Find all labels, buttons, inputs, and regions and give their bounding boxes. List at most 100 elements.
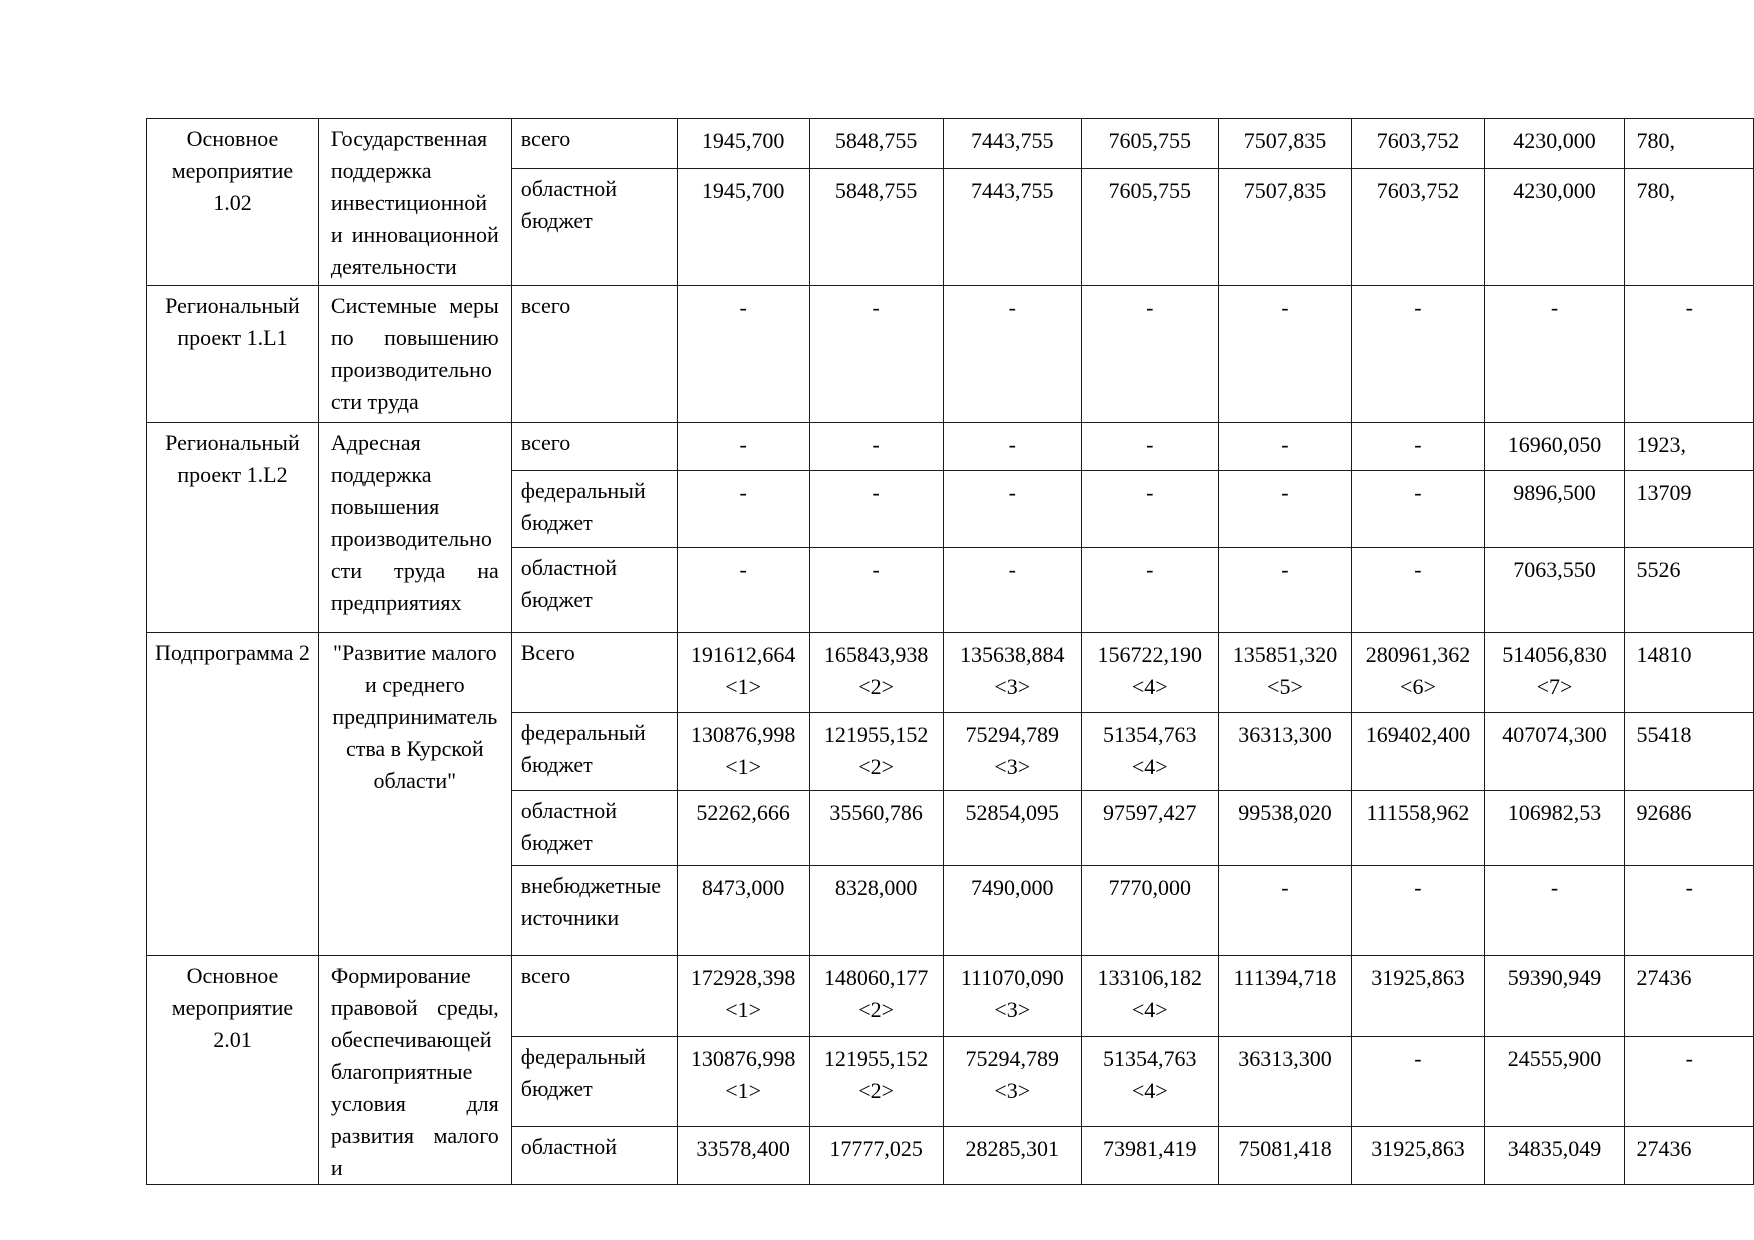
budget-value: 73981,419 [1080,1126,1219,1185]
table-row: Основное мероприятие 1.02 Государственная… [146,118,1754,286]
section-description: Государственная поддержка инвестиционной… [317,118,512,286]
budget-value: 135851,320 <5> [1217,632,1353,713]
table-row: федеральный бюджет - - - - - -9896,500 13709 [147,470,1754,548]
budget-value: - [676,470,810,548]
budget-value: - [1217,547,1353,633]
budget-value: 1923, [1624,422,1754,471]
budget-table: Основное мероприятие 1.02 Государственная… [146,118,1754,1185]
budget-value: 13709 [1624,470,1754,548]
budget-value: 7605,755 [1080,118,1219,169]
budget-value: 99538,020 [1217,790,1353,866]
budget-value: - [1080,422,1219,471]
table-row: Основное мероприятие 2.01 Формирование пр… [146,955,1754,1185]
budget-value: 7443,755 [942,168,1082,286]
budget-source: федеральный бюджет [510,470,678,548]
budget-table-body: Основное мероприятие 1.02 Государственная… [146,118,1754,1185]
budget-value: 1945,700 [676,168,810,286]
budget-value: 17777,025 [808,1126,944,1185]
budget-value: 7603,752 [1351,118,1485,169]
section-description: Адресная поддержка повышения производите… [317,422,512,633]
budget-value: - [1351,285,1485,423]
budget-value: 111558,962 [1351,790,1485,866]
budget-value: 165843,938 <2> [808,632,944,713]
budget-value: - [1217,422,1353,471]
budget-value: 27436 [1624,1126,1754,1185]
budget-value: 55418 [1624,712,1754,791]
budget-value: - [942,470,1082,548]
budget-value: - [942,422,1082,471]
budget-source: областной бюджет [510,168,678,286]
section-name: Основное мероприятие 2.01 [146,955,319,1185]
budget-value: 130876,998 <1> [676,712,810,791]
budget-value: 156722,190 <4> [1080,632,1219,713]
section-name: Региональный проект 1.L1 [146,285,319,423]
budget-value: 4230,000 [1483,118,1626,169]
section-description: Системные меры по повышению производител… [317,285,512,423]
budget-value: 59390,949 [1483,955,1626,1037]
budget-value: 75294,789 <3> [942,1035,1082,1128]
budget-value: 7507,835 [1217,118,1353,169]
budget-value: 31925,863 [1351,955,1485,1037]
section-description: "Развитие малого и среднего предпринимат… [317,632,512,956]
budget-value: 75081,418 [1217,1126,1353,1185]
budget-source: областной [510,1126,678,1185]
budget-value: 51354,763 <4> [1080,712,1219,791]
budget-value: 7443,755 [942,118,1082,169]
budget-value: - [942,547,1082,633]
budget-value: 36313,300 [1217,1035,1353,1128]
budget-source: всего [510,955,678,1037]
budget-value: - [808,470,944,548]
budget-value: 8473,000 [676,865,810,956]
table-row: областной бюджет 52262,666 35560,786 52854,… [147,790,1754,866]
budget-value: 514056,830 <7> [1483,632,1626,713]
budget-value: 51354,763 <4> [1080,1035,1219,1128]
budget-value: - [1483,285,1626,423]
section-name: Основное мероприятие 1.02 [146,118,319,286]
budget-value: 34835,049 [1483,1126,1626,1185]
budget-value: - [808,422,944,471]
budget-source: всего [510,118,678,169]
budget-value: 16960,050 [1483,422,1626,471]
budget-value: - [1624,285,1754,423]
budget-value: 5848,755 [808,168,944,286]
budget-value: 172928,398 <1> [676,955,810,1037]
budget-value: 780, [1624,118,1754,169]
budget-value: 7490,000 [942,865,1082,956]
budget-value: 7770,000 [1080,865,1219,956]
budget-value: 8328,000 [808,865,944,956]
budget-value: - [1624,1035,1754,1128]
section-name: Подпрограмма 2 [146,632,319,956]
budget-value: - [1483,865,1626,956]
budget-value: 92686 [1624,790,1754,866]
section-name: Региональный проект 1.L2 [146,422,319,633]
budget-value: - [1351,1035,1485,1128]
budget-value: 1945,700 [676,118,810,169]
budget-value: - [1080,547,1219,633]
budget-source: внебюджетные источники [510,865,678,956]
table-row: Региональный проект 1.L1 Системные меры п… [146,285,1754,423]
budget-value: - [676,285,810,423]
budget-value: 407074,300 [1483,712,1626,791]
budget-value: - [1217,285,1353,423]
budget-value: 97597,427 [1080,790,1219,866]
budget-value: - [1351,422,1485,471]
budget-value: 52854,095 [942,790,1082,866]
budget-value: 169402,400 [1351,712,1485,791]
budget-value: 780, [1624,168,1754,286]
budget-value: - [1624,865,1754,956]
budget-value: 33578,400 [676,1126,810,1185]
budget-value: - [1080,285,1219,423]
budget-source: Всего [510,632,678,713]
budget-value: 133106,182 <4> [1080,955,1219,1037]
budget-value: 5526 [1624,547,1754,633]
budget-value: 28285,301 [942,1126,1082,1185]
budget-value: 31925,863 [1351,1126,1485,1185]
budget-value: - [676,422,810,471]
budget-value: 52262,666 [676,790,810,866]
table-row: областной 33578,400 17777,025 28285,301 7398… [147,1126,1754,1185]
budget-value: 14810 [1624,632,1754,713]
budget-value: 111070,090 <3> [942,955,1082,1037]
budget-source: федеральный бюджет [510,712,678,791]
table-row: областной бюджет 1945,700 5848,755 7443,755… [147,168,1754,286]
